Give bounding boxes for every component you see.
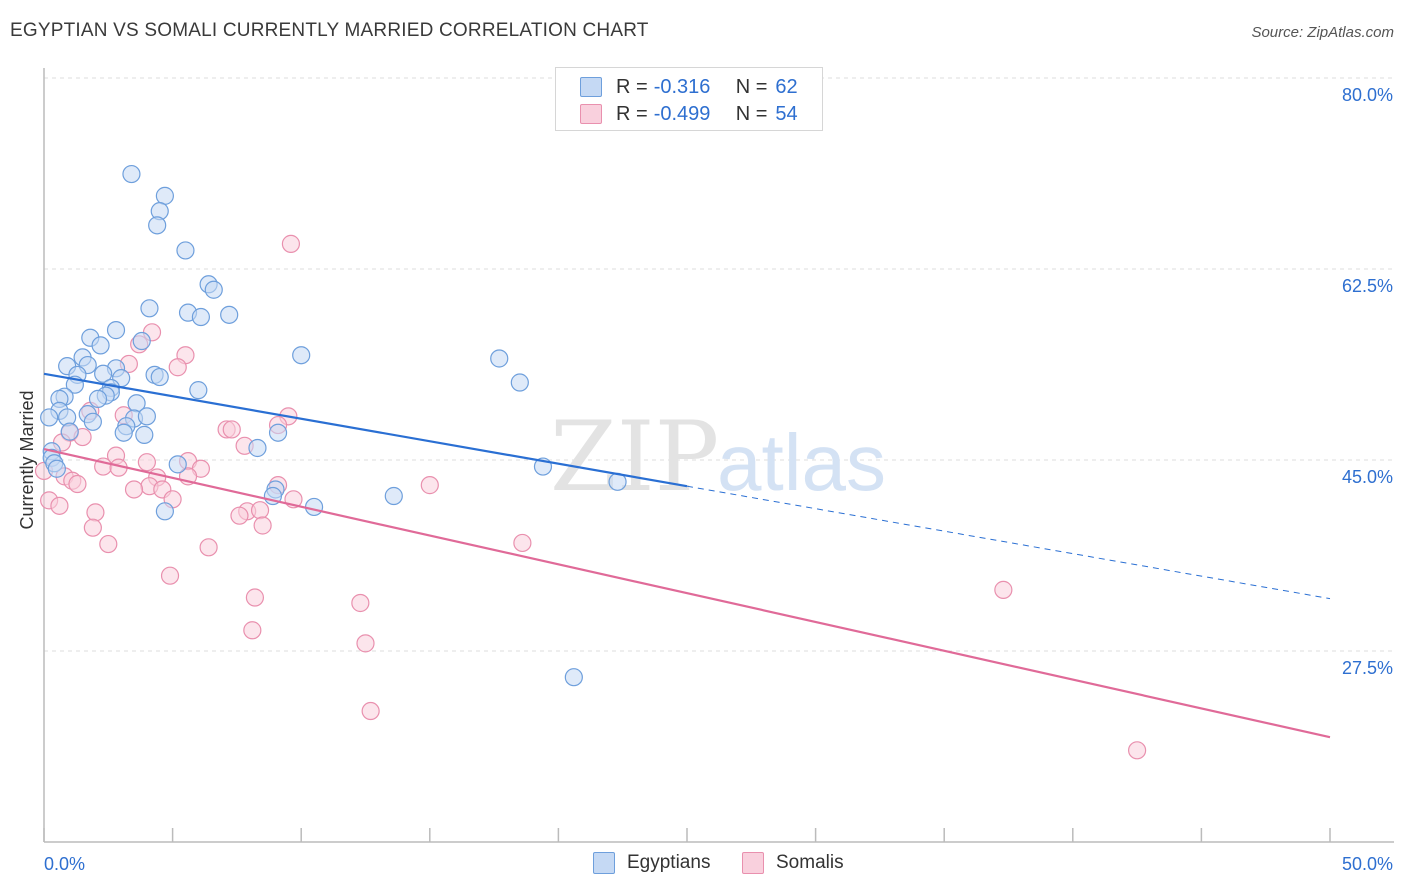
gridlines xyxy=(44,77,1394,652)
somalis-point xyxy=(222,420,241,439)
r-value: -0.316 xyxy=(653,75,711,98)
egyptians-trend-extension xyxy=(686,485,1331,600)
legend-row-somalis: R = -0.499 N = 54 xyxy=(580,101,798,127)
egyptians-point xyxy=(204,280,223,299)
somalis-point xyxy=(243,621,262,640)
egyptians-point xyxy=(168,455,187,474)
egyptians-points xyxy=(40,164,627,687)
egyptians-point xyxy=(191,307,210,327)
legend-item-egyptians[interactable]: Egyptians xyxy=(593,852,710,874)
egyptians-point xyxy=(88,389,108,408)
egyptians-point xyxy=(60,422,79,441)
r-label: R = xyxy=(616,102,648,125)
egyptians-point xyxy=(384,486,403,506)
somalis-point xyxy=(160,566,180,585)
trend-lines xyxy=(43,372,1331,739)
y-tick-label: 80.0% xyxy=(1342,85,1393,105)
r-label: R = xyxy=(616,75,648,98)
stats-legend: R = -0.316 N = 62 R = -0.499 N = 54 xyxy=(555,67,823,131)
egyptians-swatch xyxy=(580,77,602,97)
somalis-swatch xyxy=(580,104,602,124)
x-tick-label-end: 50.0% xyxy=(1342,854,1393,874)
somalis-point xyxy=(351,593,370,613)
egyptians-point xyxy=(248,438,267,458)
egyptians-point xyxy=(292,346,311,365)
series-legend: Egyptians Somalis xyxy=(0,852,1406,878)
egyptians-trend-line xyxy=(43,372,688,488)
n-label: N = xyxy=(735,75,768,98)
legend-item-somalis[interactable]: Somalis xyxy=(742,852,844,874)
somalis-point xyxy=(994,580,1013,599)
n-value: 62 xyxy=(775,75,798,98)
egyptians-point xyxy=(150,367,169,387)
source-label: Source: ZipAtlas.com xyxy=(1251,24,1394,41)
somalis-point xyxy=(253,516,272,535)
legend-row-egyptians: R = -0.316 N = 62 xyxy=(580,74,798,100)
egyptians-point xyxy=(135,425,154,444)
egyptians-point xyxy=(40,408,59,427)
somalis-point xyxy=(99,534,118,554)
egyptians-point xyxy=(155,502,174,521)
somalis-point xyxy=(86,503,105,522)
somalis-point xyxy=(356,634,375,653)
somalis-point xyxy=(1127,741,1147,760)
egyptians-point xyxy=(148,216,167,235)
somalis-point xyxy=(230,506,249,525)
somalis-trend-line xyxy=(43,448,1331,739)
egyptians-point xyxy=(268,423,288,442)
egyptians-legend-swatch xyxy=(593,852,615,874)
somalis-point xyxy=(68,474,87,494)
somalis-point xyxy=(281,234,301,253)
y-axis-title: Currently Married xyxy=(17,390,37,529)
watermark-zip: ZIP xyxy=(550,401,719,513)
x-tick-label-start: 0.0% xyxy=(44,854,85,874)
egyptians-point xyxy=(122,164,141,184)
n-label: N = xyxy=(735,102,768,125)
watermark-atlas: atlas xyxy=(717,418,886,507)
somalis-point xyxy=(250,501,270,520)
egyptians-point xyxy=(114,423,133,442)
somalis-point xyxy=(83,518,102,537)
watermark: ZIP atlas xyxy=(550,401,886,513)
egyptians-point xyxy=(137,407,156,426)
somalis-legend-swatch xyxy=(742,852,764,874)
somalis-point xyxy=(513,533,532,553)
egyptians-point xyxy=(220,305,239,324)
egyptians-legend-label: Egyptians xyxy=(627,852,711,873)
egyptians-point xyxy=(83,412,102,431)
egyptians-point xyxy=(490,349,509,368)
somalis-legend-label: Somalis xyxy=(776,852,844,873)
egyptians-point xyxy=(510,373,529,392)
egyptians-point xyxy=(176,241,195,260)
egyptians-point xyxy=(47,459,66,478)
somalis-point xyxy=(137,453,156,472)
axis-labels: 27.5% 45.0% 62.5% 80.0% 0.0% 50.0% Currently M… xyxy=(17,85,1393,874)
n-value: 54 xyxy=(775,102,798,125)
egyptians-point xyxy=(155,186,174,205)
egyptians-point xyxy=(140,299,159,318)
r-value: -0.499 xyxy=(653,102,711,125)
egyptians-point xyxy=(189,381,208,400)
somalis-point xyxy=(124,480,144,499)
egyptians-point xyxy=(304,497,324,517)
egyptians-point xyxy=(94,364,113,383)
y-tick-label: 62.5% xyxy=(1342,276,1393,296)
y-tick-label: 27.5% xyxy=(1342,658,1393,678)
somalis-point xyxy=(168,358,187,377)
y-tick-label: 45.0% xyxy=(1342,467,1393,487)
somalis-point xyxy=(199,538,218,557)
somalis-point xyxy=(420,476,439,495)
somalis-point xyxy=(245,588,265,607)
somalis-point xyxy=(50,496,69,515)
egyptians-point xyxy=(106,321,126,340)
chart-title: EGYPTIAN VS SOMALI CURRENTLY MARRIED COR… xyxy=(10,20,649,41)
egyptians-point xyxy=(91,336,110,355)
somalis-point xyxy=(361,701,380,721)
egyptians-point xyxy=(564,668,583,687)
egyptians-point xyxy=(132,331,151,351)
